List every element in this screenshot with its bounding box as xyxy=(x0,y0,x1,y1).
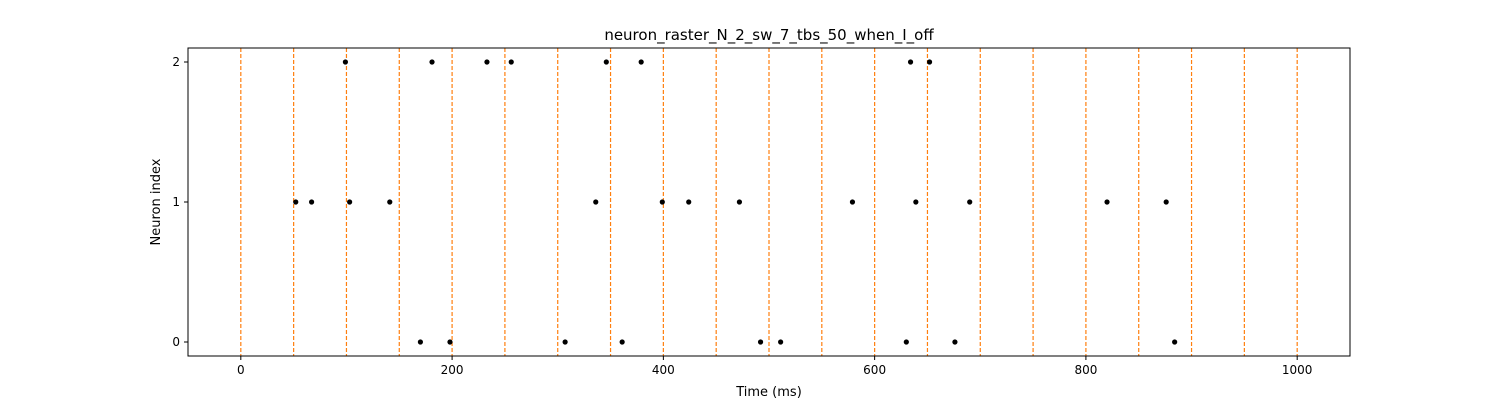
spike-point xyxy=(508,59,514,65)
x-tick-label: 0 xyxy=(237,363,245,377)
spike-point xyxy=(913,199,919,205)
x-axis-ticks: 0 200 400 600 800 1000 xyxy=(237,356,1312,377)
spike-point xyxy=(1172,339,1178,345)
spike-point xyxy=(484,59,490,65)
x-tick-label: 400 xyxy=(652,363,675,377)
spike-point xyxy=(619,339,625,345)
spike-point xyxy=(638,59,644,65)
spike-point xyxy=(293,199,299,205)
spike-point xyxy=(659,199,665,205)
spike-point xyxy=(1104,199,1110,205)
spike-point xyxy=(347,199,353,205)
spike-point xyxy=(593,199,599,205)
spike-point xyxy=(778,339,784,345)
y-axis-ticks: 0 1 2 xyxy=(172,55,188,349)
y-tick-label: 2 xyxy=(172,55,180,69)
spike-point xyxy=(849,199,856,205)
y-tick-label: 1 xyxy=(172,195,180,209)
spike-point xyxy=(1163,199,1169,205)
spike-point xyxy=(757,339,764,345)
x-tick-label: 1000 xyxy=(1282,363,1313,377)
spike-point xyxy=(926,59,933,65)
spike-points-layer xyxy=(293,59,1178,345)
spike-point xyxy=(967,199,973,205)
spike-point xyxy=(603,59,609,65)
spike-point xyxy=(387,199,393,205)
spike-point xyxy=(736,199,743,205)
spike-point xyxy=(342,59,348,65)
spike-point xyxy=(429,59,435,65)
spike-point xyxy=(308,199,315,205)
chart-title: neuron_raster_N_2_sw_7_tbs_50_when_I_off xyxy=(604,26,934,45)
x-tick-label: 200 xyxy=(441,363,464,377)
y-tick-label: 0 xyxy=(172,335,180,349)
x-axis-label: Time (ms) xyxy=(735,385,802,400)
spike-point xyxy=(952,339,958,345)
x-tick-label: 600 xyxy=(863,363,886,377)
spike-point xyxy=(907,59,914,65)
spike-point xyxy=(903,339,909,345)
spike-point xyxy=(562,339,568,345)
y-axis-label: Neuron index xyxy=(149,158,164,245)
x-tick-label: 800 xyxy=(1074,363,1097,377)
vertical-lines-layer xyxy=(240,48,1298,356)
spike-point xyxy=(447,339,453,345)
spike-point xyxy=(686,199,692,205)
spike-point xyxy=(417,339,423,345)
